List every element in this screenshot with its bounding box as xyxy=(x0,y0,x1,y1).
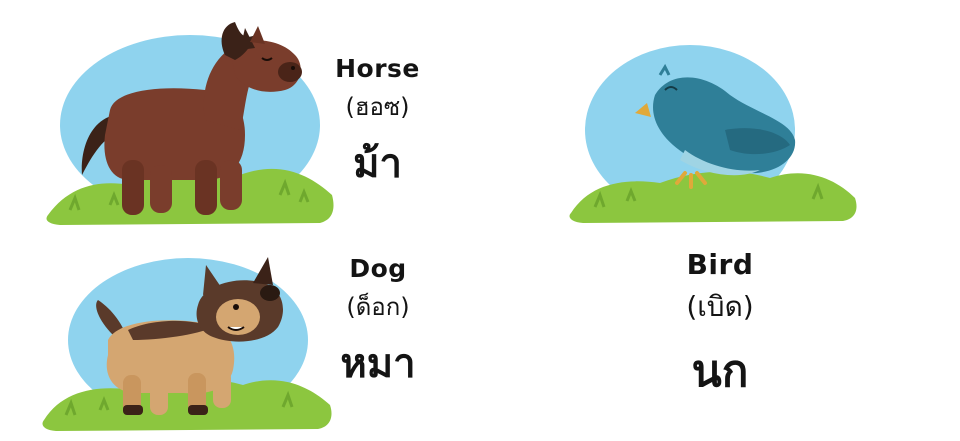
thai-word: นก xyxy=(691,346,749,397)
english-word: Horse xyxy=(335,54,420,83)
bird-illustration xyxy=(565,35,865,230)
pronunciation: (เบิด) xyxy=(686,290,754,323)
pronunciation: (ฮอซ) xyxy=(345,93,410,121)
thai-word: ม้า xyxy=(353,141,402,187)
english-word: Bird xyxy=(686,248,754,281)
thai-word: หมา xyxy=(340,341,416,387)
horse-illustration xyxy=(40,10,340,235)
pronunciation: (ด็อก) xyxy=(346,293,410,321)
dog-illustration xyxy=(38,245,338,435)
dog-label: Dog (ด็อก) หมา xyxy=(318,250,438,394)
horse-label: Horse (ฮอซ) ม้า xyxy=(320,50,435,194)
bird-label: Bird (เบิด) นก xyxy=(650,245,790,405)
english-word: Dog xyxy=(349,254,407,283)
